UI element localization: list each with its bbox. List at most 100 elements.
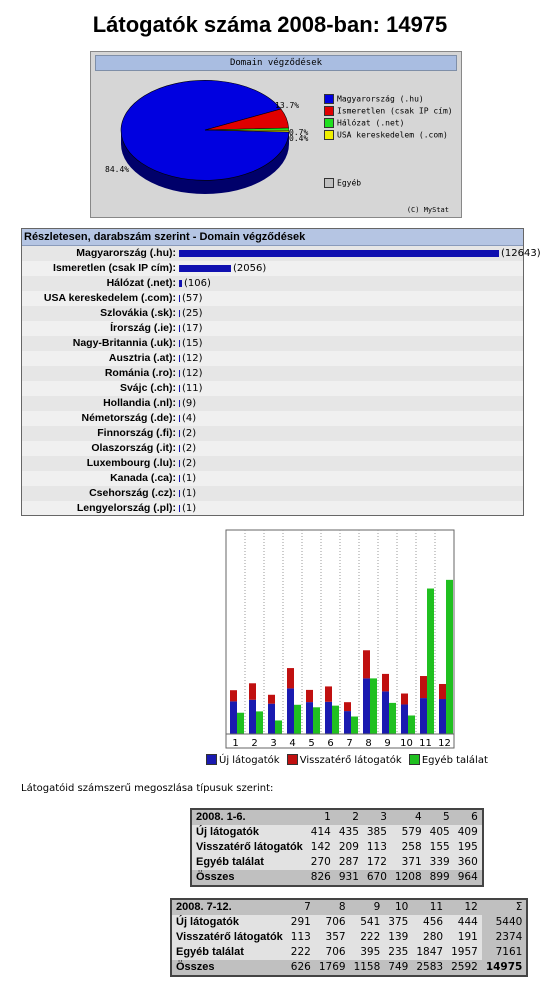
- table-cell: 456: [423, 916, 444, 928]
- detail-row-bar: [179, 295, 180, 302]
- table-cell: 579: [401, 826, 422, 838]
- detail-row-label: Románia (.ro):: [104, 367, 176, 379]
- month-header: 12: [447, 899, 482, 915]
- detail-row-bar: [179, 280, 182, 287]
- detail-row-bar: [179, 325, 180, 332]
- detail-row-label: Svájc (.ch):: [119, 382, 176, 394]
- detail-row-label: Írország (.ie):: [110, 322, 176, 334]
- table-row: Új látogatók 291 706 541 375 456 444 5440: [171, 915, 528, 930]
- detail-row: Olaszország (.it): (2): [22, 441, 523, 456]
- detail-row-bar: [179, 460, 180, 467]
- detail-row: Nagy-Britannia (.uk): (15): [22, 336, 523, 351]
- detail-row-bar: [179, 340, 180, 347]
- pie-slice-com: [204, 129, 290, 133]
- bar-other-m7: [351, 716, 358, 734]
- x-tick-label: 12: [438, 738, 451, 749]
- detail-row: Kanada (.ca): (1): [22, 471, 523, 486]
- table-cell: 385: [366, 826, 387, 838]
- legend-item-ip: Ismeretlen (csak IP cím): [324, 106, 453, 117]
- legend-item-returning: Visszatérő látogatók: [286, 754, 402, 766]
- legend-label: Ismeretlen (csak IP cím): [337, 106, 453, 116]
- table-cell: 899: [425, 870, 454, 886]
- row-label: Visszatérő látogatók: [196, 841, 303, 853]
- table-cell: 706: [325, 916, 346, 928]
- month-header: 5: [425, 809, 454, 825]
- x-tick-label: 1: [232, 738, 238, 749]
- x-tick-label: 5: [308, 738, 314, 749]
- x-tick-label: 8: [365, 738, 371, 749]
- legend-label: Hálózat (.net): [337, 118, 405, 128]
- bar-new-m8: [363, 678, 370, 734]
- grand-total-cell: 14975: [481, 960, 528, 976]
- detail-row-value: (1): [182, 473, 197, 484]
- detail-row-bar: [179, 265, 231, 272]
- month-header: 3: [362, 809, 391, 825]
- table-row: Egyéb találat 270 287 172 371 339 360: [191, 855, 483, 870]
- month-header: 6: [453, 809, 483, 825]
- table-cell: 964: [453, 870, 483, 886]
- sum-cell: 2374: [481, 930, 528, 945]
- month-header: 4: [390, 809, 426, 825]
- x-tick-label: 3: [270, 738, 276, 749]
- detail-row-label: Finnország (.fi):: [97, 427, 176, 439]
- bar-other-m3: [275, 720, 282, 734]
- pie-chart-panel: Domain végződések 84.4% 13.7% 0.7% 0.4% …: [90, 51, 462, 218]
- table-cell: 291: [290, 916, 311, 928]
- period-label: 2008. 7-12.: [171, 899, 287, 915]
- table-cell: 1957: [451, 946, 478, 958]
- detail-row-label: Szlovákia (.sk):: [100, 307, 176, 319]
- legend-item-net: Hálózat (.net): [324, 118, 404, 129]
- legend-label: Új látogatók: [219, 754, 280, 766]
- slice-label-net: 0.7%: [289, 128, 309, 137]
- table-cell: 139: [388, 931, 409, 943]
- detail-row-bar: [179, 355, 180, 362]
- table-cell: 270: [310, 856, 331, 868]
- bar-returning-m8: [363, 650, 370, 679]
- legend-swatch: [206, 754, 217, 765]
- table-cell: 1158: [349, 960, 385, 976]
- month-header: 8: [314, 899, 350, 915]
- month-header: 9: [349, 899, 385, 915]
- x-tick-label: 4: [289, 738, 295, 749]
- bar-new-m7: [344, 711, 351, 734]
- stats-caption: Látogatóid számszerű megoszlása típusuk …: [21, 783, 274, 794]
- bar-new-m2: [249, 699, 256, 734]
- table-cell: 414: [310, 826, 331, 838]
- stats-table-h2: 2008. 7-12. 7 8 9 10 11 12 Σ Új látogatók 291 706 5…: [170, 898, 529, 977]
- table-row: Új látogatók 414 435 385 579 405 409: [191, 825, 483, 840]
- bar-other-m4: [294, 704, 301, 734]
- detail-row-bar: [179, 415, 180, 422]
- detail-row-label: Ismeretlen (csak IP cím):: [53, 262, 176, 274]
- detail-row: Ismeretlen (csak IP cím): (2056): [22, 261, 523, 276]
- detail-row-value: (25): [182, 308, 203, 319]
- table-cell: 142: [310, 841, 331, 853]
- detail-row-bar: [179, 310, 180, 317]
- table-row: Egyéb találat 222 706 395 235 1847 1957 7161: [171, 945, 528, 960]
- bar-other-m8: [370, 678, 377, 734]
- detail-row-label: USA kereskedelem (.com):: [43, 292, 176, 304]
- table-cell: 444: [457, 916, 478, 928]
- slice-label-com: 0.4%: [289, 134, 309, 143]
- slice-label-ip: 13.7%: [275, 101, 300, 110]
- table-cell: 1208: [390, 870, 426, 886]
- table-cell: 209: [338, 841, 359, 853]
- table-cell: 195: [457, 841, 478, 853]
- detail-row-bar: [179, 490, 180, 497]
- table-cell: 375: [388, 916, 409, 928]
- detail-row-value: (17): [182, 323, 203, 334]
- legend-label: Magyarország (.hu): [337, 94, 424, 104]
- bar-returning-m10: [401, 693, 408, 705]
- detail-row-value: (11): [182, 383, 203, 394]
- detail-row: Svájc (.ch): (11): [22, 381, 523, 396]
- table-cell: 258: [401, 841, 422, 853]
- pie-credit: (C) MyStat: [406, 206, 449, 214]
- detail-row: Németország (.de): (4): [22, 411, 523, 426]
- table-cell: 405: [429, 826, 450, 838]
- detail-row-value: (15): [182, 338, 203, 349]
- detail-row-label: Luxembourg (.lu):: [86, 457, 176, 469]
- table-cell: 2583: [412, 960, 448, 976]
- pie-slice-hu: [120, 80, 290, 181]
- sum-header: Σ: [481, 899, 528, 915]
- detail-row: Luxembourg (.lu): (2): [22, 456, 523, 471]
- detail-row-value: (9): [182, 398, 197, 409]
